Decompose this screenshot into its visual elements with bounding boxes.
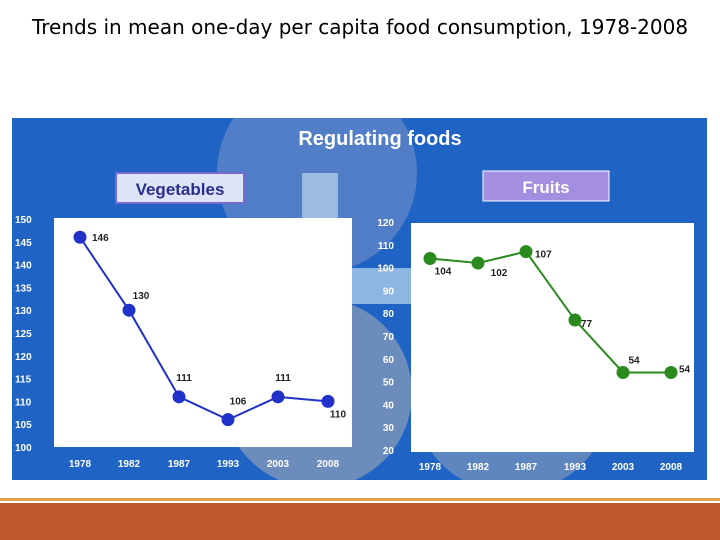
panel-heading: Regulating foods (298, 128, 461, 150)
data-label: 106 (230, 397, 247, 408)
data-point (423, 251, 437, 265)
data-point (172, 390, 186, 404)
data-point (568, 313, 582, 327)
x-tick-label: 1978 (69, 459, 92, 470)
data-point (122, 303, 136, 317)
y-tick-label: 150 (15, 215, 32, 226)
data-label: 54 (679, 364, 691, 375)
data-label: 146 (92, 233, 109, 244)
y-tick-label: 105 (15, 420, 32, 431)
fruits-label: Fruits (522, 178, 569, 197)
y-tick-label: 80 (383, 309, 395, 320)
data-point (221, 413, 235, 427)
x-tick-label: 1982 (467, 462, 490, 473)
y-tick-label: 115 (15, 375, 32, 386)
x-tick-label: 1982 (118, 459, 141, 470)
y-tick-label: 50 (383, 378, 395, 389)
x-tick-label: 2003 (267, 459, 290, 470)
vegetables-label: Vegetables (136, 180, 225, 199)
data-point (321, 394, 335, 408)
fruits-points: 104 102 107 77 54 54 (423, 245, 691, 379)
data-point (271, 390, 285, 404)
data-point (73, 230, 87, 244)
y-tick-label: 125 (15, 329, 32, 340)
data-point (616, 365, 630, 379)
data-label: 130 (133, 291, 150, 302)
fruits-x-axis: 1978 1982 1987 1993 2003 2008 (419, 462, 683, 473)
data-label: 102 (491, 268, 508, 279)
y-tick-label: 90 (383, 286, 395, 297)
x-tick-label: 2003 (612, 462, 635, 473)
fruits-y-axis: 20 30 40 50 60 70 80 90 100 110 120 (377, 218, 394, 457)
fruits-plot-area (411, 223, 694, 452)
slide-title: Trends in mean one-day per capita food c… (31, 15, 689, 39)
y-tick-label: 120 (377, 218, 394, 229)
y-tick-label: 60 (383, 355, 395, 366)
x-tick-label: 2008 (317, 459, 340, 470)
y-tick-label: 110 (15, 397, 32, 408)
vegetables-points: 146 130 111 106 111 110 (73, 230, 347, 427)
data-label: 111 (275, 373, 291, 384)
y-tick-label: 130 (15, 306, 32, 317)
y-tick-label: 110 (378, 241, 395, 252)
data-point (664, 365, 678, 379)
x-tick-label: 1993 (564, 462, 587, 473)
x-tick-label: 1987 (168, 459, 191, 470)
y-tick-label: 140 (15, 261, 32, 272)
x-tick-label: 2008 (660, 462, 683, 473)
chart-panel: Regulating foods Vegetables 100 105 110 115… (12, 118, 707, 480)
footer-accent-line (0, 498, 720, 501)
vegetables-y-axis: 100 105 110 115 120 125 130 135 140 145 150 (15, 215, 32, 454)
vegetables-series-line (79, 236, 329, 421)
data-label: 107 (535, 250, 552, 261)
vegetables-label-box (115, 172, 245, 204)
data-point (471, 256, 485, 270)
y-tick-label: 100 (15, 443, 32, 454)
y-tick-label: 145 (15, 238, 32, 249)
y-tick-label: 120 (15, 352, 32, 363)
fruits-series-line (429, 250, 671, 374)
data-label: 111 (176, 373, 192, 384)
y-tick-label: 20 (383, 446, 395, 457)
y-tick-label: 30 (383, 423, 395, 434)
y-tick-label: 70 (383, 332, 395, 343)
vegetables-x-axis: 1978 1982 1987 1993 2003 2008 (69, 459, 340, 470)
data-label: 54 (628, 355, 640, 366)
y-tick-label: 135 (15, 283, 32, 294)
data-label: 110 (330, 409, 347, 420)
x-tick-label: 1987 (515, 462, 538, 473)
fruits-label-box (482, 170, 610, 202)
vegetables-plot-area (54, 218, 352, 447)
data-point (519, 245, 533, 259)
data-label: 104 (435, 266, 452, 277)
y-tick-label: 40 (383, 400, 395, 411)
data-label: 77 (581, 319, 593, 330)
footer-bar (0, 503, 720, 540)
x-tick-label: 1978 (419, 462, 442, 473)
x-tick-label: 1993 (217, 459, 240, 470)
y-tick-label: 100 (377, 264, 394, 275)
